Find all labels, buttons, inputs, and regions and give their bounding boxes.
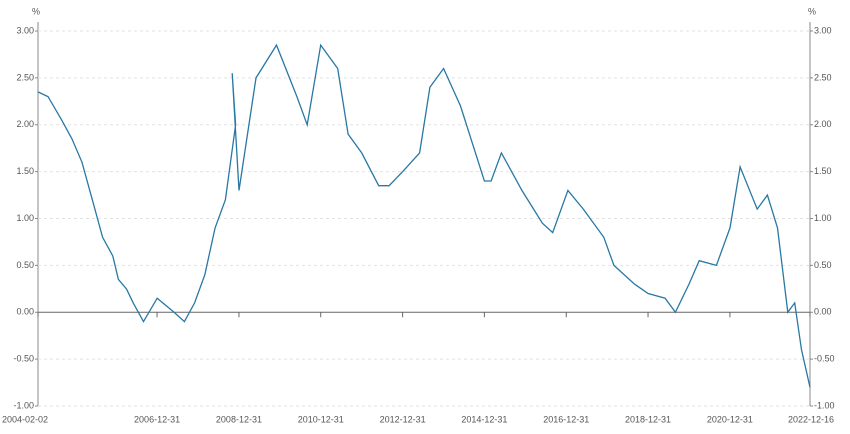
y-tick-label-right: 3.00 <box>814 25 832 35</box>
y-tick-label: 0.00 <box>16 307 34 317</box>
y-tick-label: 1.00 <box>16 213 34 223</box>
y-tick-label-right: 2.00 <box>814 119 832 129</box>
y-unit-right: % <box>808 6 816 16</box>
y-tick-label-right: 0.00 <box>814 307 832 317</box>
y-tick-label: -0.50 <box>13 354 34 364</box>
y-tick-label-right: -0.50 <box>814 354 835 364</box>
y-tick-label: 2.50 <box>16 72 34 82</box>
x-tick-label: 2004-02-02 <box>2 414 48 424</box>
y-tick-label-right: -1.00 <box>814 400 835 410</box>
x-tick-label: 2006-12-31 <box>134 414 180 424</box>
x-tick-label: 2016-12-31 <box>543 414 589 424</box>
x-tick-label: 2012-12-31 <box>380 414 426 424</box>
x-tick-label: 2010-12-31 <box>298 414 344 424</box>
y-tick-label: 1.50 <box>16 166 34 176</box>
y-tick-label: 2.00 <box>16 119 34 129</box>
x-tick-label: 2018-12-31 <box>625 414 671 424</box>
x-tick-label: 2008-12-31 <box>216 414 262 424</box>
x-tick-label: 2014-12-31 <box>461 414 507 424</box>
y-tick-label: 3.00 <box>16 25 34 35</box>
y-tick-label-right: 1.00 <box>814 213 832 223</box>
y-tick-label-right: 1.50 <box>814 166 832 176</box>
y-unit-left: % <box>32 6 40 16</box>
y-tick-label-right: 0.50 <box>814 260 832 270</box>
y-tick-label: 0.50 <box>16 260 34 270</box>
y-tick-label: -1.00 <box>13 400 34 410</box>
line-series <box>37 43 811 388</box>
x-tick-label: 2020-12-31 <box>707 414 753 424</box>
y-tick-label-right: 2.50 <box>814 72 832 82</box>
x-tick-label: 2022-12-16 <box>788 414 834 424</box>
